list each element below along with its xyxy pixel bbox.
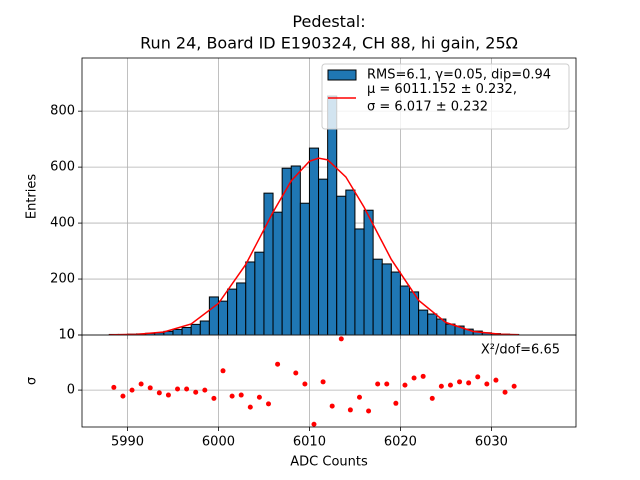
plot-area <box>108 95 520 335</box>
bar <box>318 178 329 335</box>
point <box>229 393 235 399</box>
y-tick-label: 10 <box>58 328 75 343</box>
point <box>484 381 490 387</box>
bar <box>363 209 374 335</box>
axes-frame <box>81 334 577 428</box>
point <box>129 387 135 393</box>
bar <box>172 328 183 335</box>
point <box>438 383 444 389</box>
point <box>366 408 372 414</box>
bar <box>181 326 192 335</box>
point <box>184 386 190 392</box>
x-tick-label: 6010 <box>293 435 326 450</box>
chart-title: Pedestal: Run 24, Board ID E190324, CH 88… <box>140 12 518 53</box>
bar <box>399 285 411 335</box>
point <box>411 375 417 381</box>
fit-line <box>109 157 519 335</box>
point <box>320 379 326 385</box>
legend-label: RMS=6.1, γ=0.05, dip=0.94 <box>367 68 551 83</box>
bar <box>327 95 338 335</box>
point <box>466 380 472 386</box>
point <box>311 421 317 427</box>
legend: RMS=6.1, γ=0.05, dip=0.94μ = 6011.152 ± … <box>321 63 570 130</box>
point <box>156 390 162 396</box>
bar <box>299 202 310 335</box>
y-tick-label: 0 <box>67 383 75 398</box>
legend-label: μ = 6011.152 ± 0.232, σ = 6.017 ± 0.232 <box>367 82 517 115</box>
point <box>193 389 199 395</box>
point <box>138 381 144 387</box>
bar <box>372 258 383 335</box>
plot-area <box>111 336 517 427</box>
point <box>275 361 281 367</box>
legend-patch <box>327 69 357 81</box>
point <box>375 381 381 387</box>
y-tick-label: 800 <box>50 104 75 119</box>
x-tick-label: 6020 <box>384 435 417 450</box>
point <box>338 336 344 342</box>
point <box>202 387 208 393</box>
x-tick-label: 5990 <box>111 435 144 450</box>
y-axis-label: σ <box>25 377 40 385</box>
bar <box>308 147 320 335</box>
x-tick-label: 6000 <box>202 435 235 450</box>
point <box>293 370 299 376</box>
point <box>165 392 171 398</box>
bar <box>227 288 238 335</box>
legend-box <box>321 63 570 130</box>
point <box>147 385 153 391</box>
point <box>420 373 426 379</box>
point <box>475 374 481 380</box>
point <box>402 382 408 388</box>
x-tick-label: 6030 <box>475 435 508 450</box>
point <box>302 381 308 387</box>
bar <box>418 309 429 335</box>
x-axis-label: ADC Counts <box>290 455 368 470</box>
bar <box>427 313 438 335</box>
point <box>211 395 217 401</box>
point <box>429 395 435 401</box>
y-tick-label: 600 <box>50 160 75 175</box>
y-axis-label: Entries <box>25 174 40 220</box>
y-tick-label: 200 <box>50 272 75 287</box>
annotation: X²/dof=6.65 <box>481 343 560 358</box>
bar <box>272 211 283 335</box>
point <box>347 407 353 413</box>
bar <box>390 271 401 335</box>
bar <box>354 228 365 335</box>
point <box>502 389 508 395</box>
bar <box>245 261 256 335</box>
point <box>111 384 117 390</box>
point <box>511 383 517 389</box>
point <box>329 403 335 409</box>
bar <box>254 251 265 335</box>
point <box>384 381 390 387</box>
point <box>447 382 453 388</box>
point <box>175 386 181 392</box>
bar <box>345 189 356 335</box>
point <box>220 368 226 374</box>
bar <box>217 300 229 335</box>
bar <box>290 165 301 335</box>
bar <box>199 320 210 335</box>
point <box>238 392 244 398</box>
point <box>493 377 499 383</box>
bar <box>236 282 247 335</box>
y-tick-label: 0 <box>67 328 75 343</box>
point <box>356 394 362 400</box>
bar <box>381 263 392 335</box>
y-tick-label: 400 <box>50 216 75 231</box>
point <box>393 400 399 406</box>
bar <box>208 296 219 335</box>
point <box>457 379 463 385</box>
point <box>256 394 262 400</box>
point <box>247 404 253 410</box>
bar <box>190 323 201 335</box>
bar <box>336 195 347 335</box>
point <box>120 393 126 399</box>
point <box>266 401 272 407</box>
